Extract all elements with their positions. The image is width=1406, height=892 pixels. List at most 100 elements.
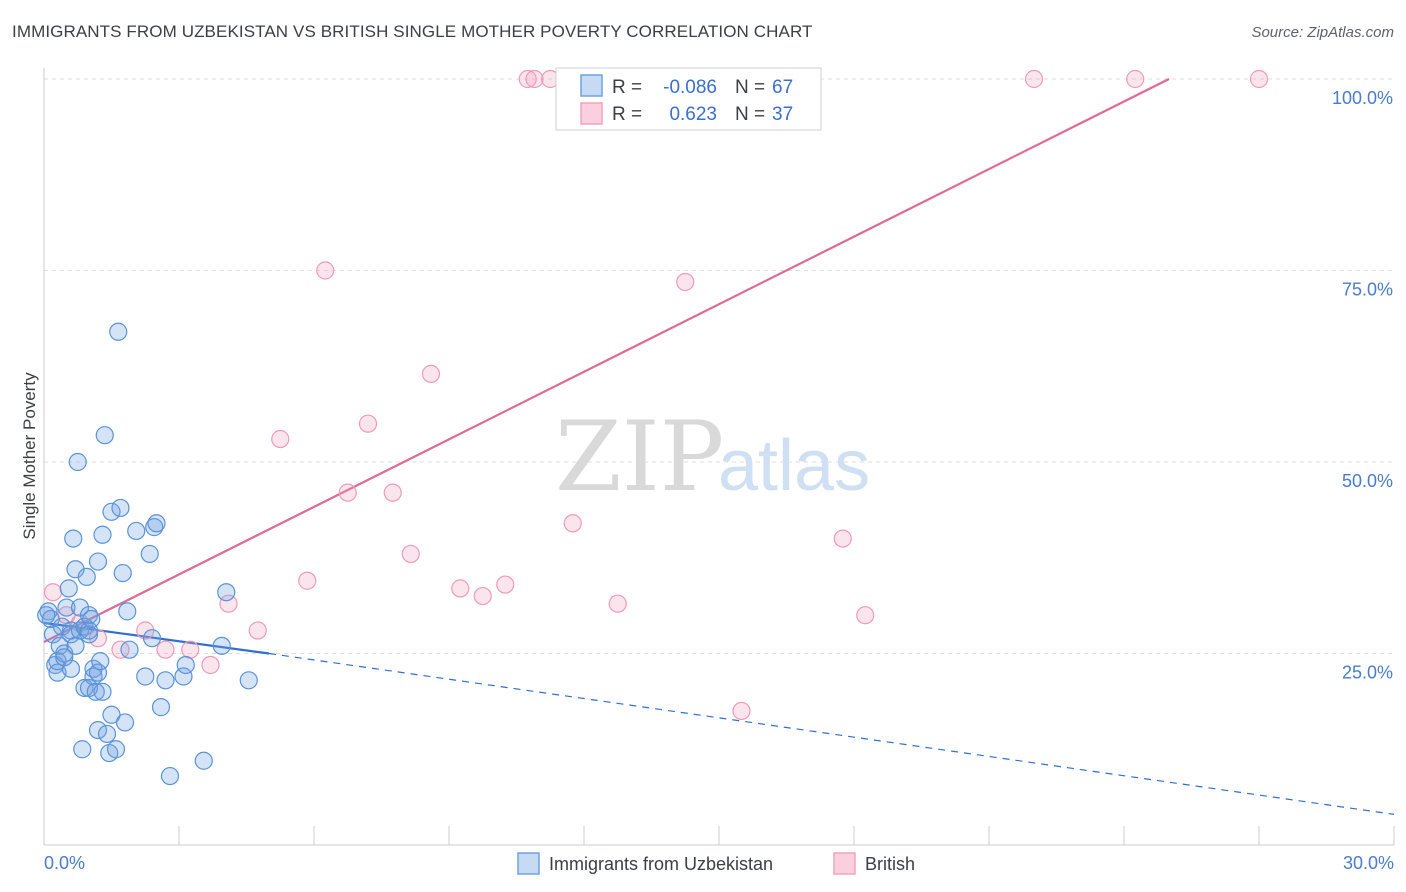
uzbekistan-point <box>59 579 78 598</box>
uzbekistan-point <box>102 502 121 521</box>
british-point <box>833 529 852 548</box>
trend-line-british <box>43 78 1170 643</box>
british-point <box>563 514 582 533</box>
british-point <box>496 575 515 594</box>
stats-legend: R = -0.086 N = 67 R = 0.623 N = 37 <box>555 67 822 131</box>
british-point <box>383 483 402 502</box>
uzbekistan-point <box>77 567 96 587</box>
legend-swatch-british[interactable] <box>833 852 856 875</box>
stats-n-label-pink: N = <box>735 104 765 125</box>
x-tick-label-min: 0.0% <box>44 853 85 873</box>
uzbekistan-point <box>140 544 159 564</box>
uzbekistan-point <box>82 609 101 629</box>
uzbekistan-point <box>86 682 105 701</box>
british-point <box>136 621 155 640</box>
british-point <box>338 483 357 502</box>
series-legend: Immigrants from Uzbekistan British <box>517 852 915 875</box>
stats-n-label-blue: N = <box>735 77 765 98</box>
uzbekistan-point <box>127 521 146 541</box>
british-points <box>43 69 1269 721</box>
british-point <box>451 579 470 598</box>
legend-swatch-uzbekistan[interactable] <box>517 852 540 875</box>
uzbekistan-point <box>88 663 108 682</box>
british-point <box>732 701 751 721</box>
british-point <box>316 261 335 280</box>
stats-r-value-pink: 0.623 <box>669 104 717 125</box>
stats-n-value-blue: 67 <box>772 77 793 98</box>
british-point <box>1024 69 1044 89</box>
british-point <box>248 621 267 640</box>
british-point <box>525 69 544 89</box>
watermark: ZIP atlas <box>555 401 870 513</box>
uzbekistan-point <box>111 498 130 518</box>
british-point <box>421 364 441 384</box>
uzbekistan-point <box>217 583 236 602</box>
uzbekistan-point <box>102 705 121 724</box>
british-point <box>1126 69 1145 89</box>
british-point <box>181 640 200 659</box>
y-tick-labels: 25.0% 50.0% 75.0% 100.0% <box>1332 88 1393 683</box>
uzbekistan-point <box>176 655 195 675</box>
legend-label-british[interactable]: British <box>865 854 915 874</box>
y-tick-label-50: 50.0% <box>1342 471 1393 491</box>
uzbekistan-point <box>97 724 117 744</box>
uzbekistan-point <box>194 751 213 770</box>
uzbekistan-point <box>73 740 92 759</box>
uzbekistan-point <box>115 713 135 732</box>
x-ticks <box>43 826 1395 845</box>
uzbekistan-point <box>61 659 81 678</box>
british-point <box>201 655 220 675</box>
uzbekistan-point <box>109 322 128 341</box>
british-point <box>43 583 63 602</box>
uzbekistan-point <box>93 525 112 544</box>
british-point <box>358 414 378 433</box>
trend-line-uzbekistan-extension <box>268 652 1395 815</box>
british-point <box>676 272 695 292</box>
uzbekistan-point <box>239 671 258 690</box>
uzbekistan-point <box>160 766 180 786</box>
y-tick-label-100: 100.0% <box>1332 88 1393 108</box>
uzbekistan-point <box>156 671 175 690</box>
uzbekistan-points <box>37 322 258 786</box>
uzbekistan-point <box>106 740 126 759</box>
uzbekistan-point <box>113 563 132 583</box>
british-point <box>856 606 875 625</box>
uzbekistan-point <box>88 720 108 740</box>
uzbekistan-point <box>61 625 81 644</box>
trend-line-uzbekistan <box>43 621 270 655</box>
y-axis-label: Single Mother Poverty <box>20 372 39 540</box>
watermark-atlas: atlas <box>718 426 870 506</box>
stats-n-value-pink: 37 <box>772 104 793 125</box>
stats-legend-swatch-blue <box>580 74 603 97</box>
uzbekistan-point <box>120 640 139 659</box>
x-tick-label-max: 30.0% <box>1343 853 1394 873</box>
uzbekistan-point <box>174 667 193 686</box>
stats-r-label-blue: R = <box>612 77 642 98</box>
chart-title: IMMIGRANTS FROM UZBEKISTAN VS BRITISH SI… <box>12 22 813 41</box>
chart-source: Source: ZipAtlas.com <box>1251 24 1394 41</box>
british-point <box>156 640 175 659</box>
uzbekistan-point <box>212 636 231 655</box>
uzbekistan-point <box>151 698 171 717</box>
uzbekistan-point <box>55 648 74 667</box>
uzbekistan-point <box>95 426 114 445</box>
stats-r-label-pink: R = <box>612 104 642 125</box>
stats-r-value-blue: -0.086 <box>663 77 717 98</box>
uzbekistan-point <box>79 625 99 644</box>
legend-label-uzbekistan[interactable]: Immigrants from Uzbekistan <box>549 854 773 874</box>
british-point <box>1249 69 1269 89</box>
uzbekistan-point <box>88 552 108 571</box>
uzbekistan-point <box>57 598 76 617</box>
british-point <box>473 586 492 606</box>
uzbekistan-point <box>91 652 110 671</box>
british-point <box>401 544 420 564</box>
uzbekistan-point <box>93 682 112 701</box>
gridlines <box>44 78 1394 654</box>
british-point <box>271 429 290 449</box>
uzbekistan-point <box>79 621 99 640</box>
british-point <box>608 594 627 613</box>
uzbekistan-point <box>64 529 83 548</box>
uzbekistan-point <box>118 602 137 621</box>
uzbekistan-point <box>142 629 162 648</box>
